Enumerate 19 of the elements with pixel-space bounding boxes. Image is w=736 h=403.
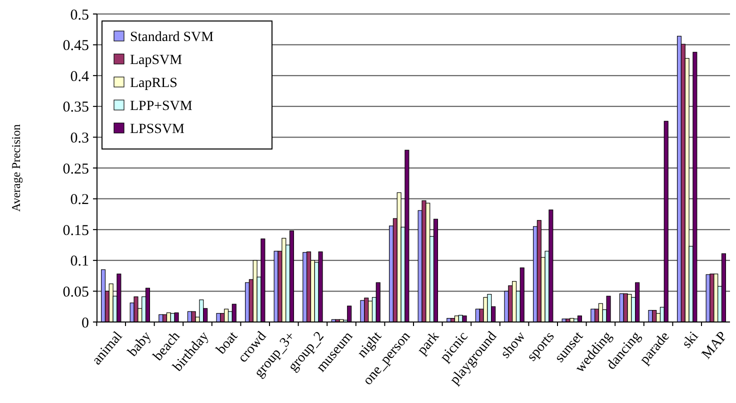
y-tick-label: 0.15 [62, 222, 89, 239]
legend-label: LPP+SVM [130, 98, 193, 114]
legend-label: LapRLS [130, 76, 178, 91]
y-axis-title: Average Precision [9, 124, 23, 212]
legend-label: LPSSVM [130, 122, 186, 137]
y-tick-label: 0.1 [70, 254, 89, 270]
y-tick-label: 0.05 [62, 284, 89, 300]
y-tick-label: 0.45 [62, 38, 89, 54]
legend-label: Standard SVM [130, 30, 214, 45]
x-tick-label: ski [680, 329, 702, 352]
y-tick-label: 0.2 [70, 192, 89, 208]
y-tick-label: 0.25 [62, 161, 89, 178]
y-tick-label: 0.5 [70, 7, 89, 24]
y-tick-label: 0.4 [70, 68, 90, 85]
y-tick-label: 0.35 [62, 100, 89, 116]
x-tick-label: boat [214, 329, 241, 358]
y-tick-label: 0.3 [70, 130, 89, 146]
legend-label: LapSVM [130, 52, 183, 68]
y-tick-label: 0 [82, 315, 89, 332]
